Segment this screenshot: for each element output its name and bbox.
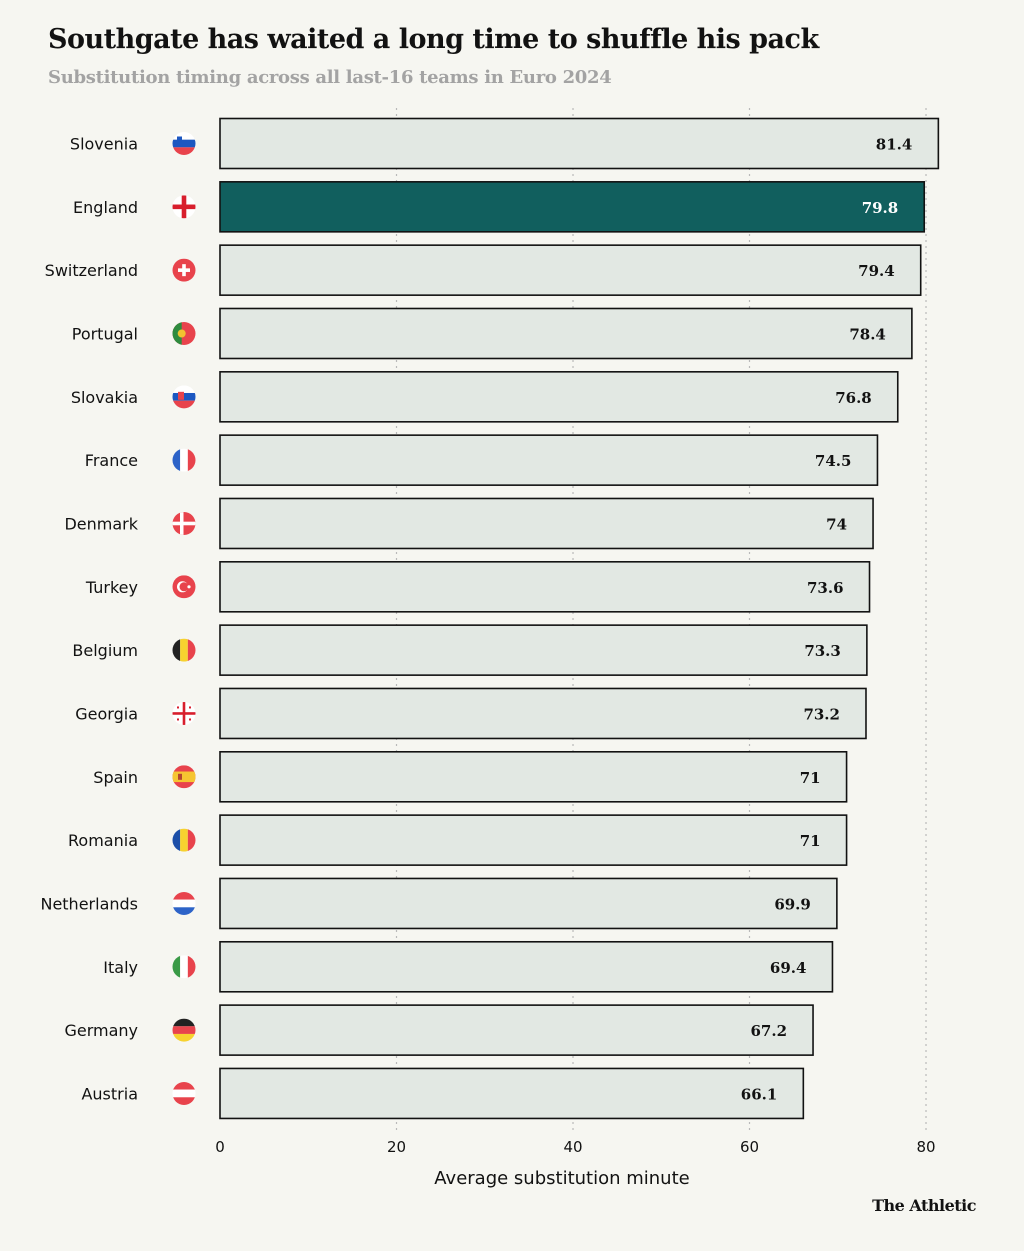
category-label: Romania <box>68 831 138 850</box>
netherlands-flag-icon <box>172 891 196 915</box>
bar <box>219 371 899 423</box>
category-label: Switzerland <box>45 261 138 280</box>
category-label: Austria <box>81 1084 138 1103</box>
denmark-flag-icon <box>172 511 196 535</box>
data-label: 78.4 <box>849 325 886 343</box>
data-label: 67.2 <box>750 1022 787 1040</box>
category-label: Georgia <box>75 704 138 723</box>
x-tick-label: 0 <box>215 1138 225 1156</box>
spain-flag-icon <box>172 765 196 789</box>
category-label: Netherlands <box>40 894 138 913</box>
bar <box>219 561 871 613</box>
germany-flag-icon <box>172 1018 196 1042</box>
bar <box>219 1004 814 1056</box>
slovenia-flag-icon <box>172 132 196 155</box>
bar <box>219 750 848 803</box>
belgium-flag-icon <box>172 638 196 662</box>
category-label: France <box>85 451 138 470</box>
category-label: Slovakia <box>71 388 138 407</box>
bar <box>219 624 868 676</box>
turkey-flag-icon <box>172 575 196 599</box>
bar <box>219 244 922 296</box>
austria-flag-icon <box>172 1081 196 1105</box>
data-label: 74.5 <box>815 452 852 470</box>
switzerland-flag-icon <box>172 258 196 282</box>
data-label: 76.8 <box>835 389 872 407</box>
data-label: 71 <box>800 832 821 850</box>
category-label: Belgium <box>72 641 138 660</box>
data-label: 71 <box>800 769 821 787</box>
x-tick-label: 60 <box>740 1138 759 1156</box>
slovakia-flag-icon <box>172 385 196 409</box>
category-label: England <box>73 198 138 217</box>
data-label: 79.4 <box>858 262 895 280</box>
category-label: Slovenia <box>70 135 138 154</box>
bar <box>219 497 874 550</box>
category-label: Denmark <box>64 514 138 533</box>
data-label: 81.4 <box>876 136 913 154</box>
bar <box>219 117 940 170</box>
data-label: 73.6 <box>807 579 844 597</box>
category-label: Italy <box>103 958 138 977</box>
data-label: 66.1 <box>741 1085 778 1103</box>
category-label: Germany <box>64 1021 138 1040</box>
x-tick-label: 20 <box>387 1138 406 1156</box>
georgia-flag-icon <box>172 701 196 725</box>
bar <box>219 434 879 486</box>
bar <box>219 687 867 740</box>
x-axis-label: Average substitution minute <box>434 1168 689 1189</box>
data-label: 73.3 <box>804 642 841 660</box>
category-label: Portugal <box>72 324 138 343</box>
bar <box>219 877 838 930</box>
data-label: 69.4 <box>770 959 807 977</box>
france-flag-icon <box>172 448 196 472</box>
portugal-flag-icon <box>172 321 196 345</box>
data-label: 73.2 <box>803 705 840 723</box>
bar <box>219 307 913 360</box>
chart-title: Southgate has waited a long time to shuf… <box>48 24 819 55</box>
data-label: 79.8 <box>862 199 899 217</box>
brand-logo: The Athletic <box>872 1196 976 1215</box>
x-tick-label: 40 <box>563 1138 582 1156</box>
category-label: Spain <box>93 768 138 787</box>
chart-subtitle: Substitution timing across all last-16 t… <box>48 67 612 88</box>
category-label: Turkey <box>85 578 138 597</box>
data-label: 74 <box>826 515 847 533</box>
bar-highlight <box>219 181 926 233</box>
romania-flag-icon <box>172 828 196 852</box>
italy-flag-icon <box>172 955 196 979</box>
data-label: 69.9 <box>774 895 811 913</box>
bar <box>219 940 834 993</box>
x-tick-label: 80 <box>916 1138 935 1156</box>
bar <box>219 1067 805 1120</box>
england-flag-icon <box>172 195 196 219</box>
bar <box>219 814 848 866</box>
